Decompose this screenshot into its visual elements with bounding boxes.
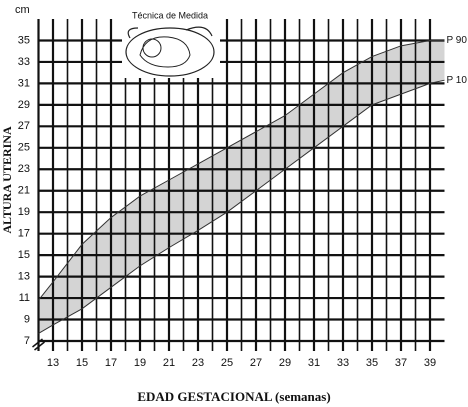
x-tick-label: 33 [337, 357, 349, 369]
chart-title: Técnica de Medida [132, 10, 208, 20]
y-tick-label: 7 [24, 335, 30, 347]
x-axis-label: EDAD GESTACIONAL (semanas) [137, 389, 330, 404]
y-tick-label: 27 [18, 120, 30, 132]
y-tick-label: 15 [18, 249, 30, 261]
y-tick-label: 35 [18, 34, 30, 46]
x-tick-label: 39 [424, 357, 436, 369]
y-tick-label: 19 [18, 206, 30, 218]
x-tick-label: 23 [192, 357, 204, 369]
chart: cm ALTURA UTERINA EDAD GESTACIONAL (sema… [0, 0, 468, 407]
illustration: Técnica de Medida [122, 10, 220, 78]
y-tick-label: 11 [19, 292, 30, 304]
y-axis-label: ALTURA UTERINA [0, 126, 14, 234]
x-tick-label: 21 [163, 357, 175, 369]
x-tick-label: 17 [105, 357, 117, 369]
x-tick-label: 27 [250, 357, 262, 369]
y-tick-label: 29 [18, 99, 30, 111]
legend-label: P 10 [447, 75, 468, 86]
y-tick-label: 17 [18, 228, 30, 240]
x-tick-label: 19 [134, 357, 146, 369]
y-tick-label: 23 [18, 163, 30, 175]
x-tick-label: 15 [76, 357, 88, 369]
y-tick-label: 9 [24, 313, 30, 325]
y-tick-label: 33 [18, 56, 30, 68]
plot-area: 7 9 11 13 15 17 19 21 23 25 27 29 31 33 35 13 15 17 19 21 23… [18, 19, 468, 369]
x-tick-label: 35 [366, 357, 378, 369]
y-tick-label: 25 [18, 142, 30, 154]
y-tick-label: 31 [18, 77, 30, 89]
x-tick-label: 13 [47, 357, 59, 369]
x-tick-label: 37 [395, 357, 407, 369]
x-tick-label: 25 [221, 357, 233, 369]
y-tick-label: 13 [18, 271, 30, 283]
y-unit: cm [15, 4, 30, 16]
x-tick-label: 29 [279, 357, 291, 369]
x-tick-label: 31 [308, 357, 320, 369]
y-tick-label: 21 [18, 185, 30, 197]
uterus [126, 28, 214, 76]
legend-label: P 90 [447, 35, 468, 46]
